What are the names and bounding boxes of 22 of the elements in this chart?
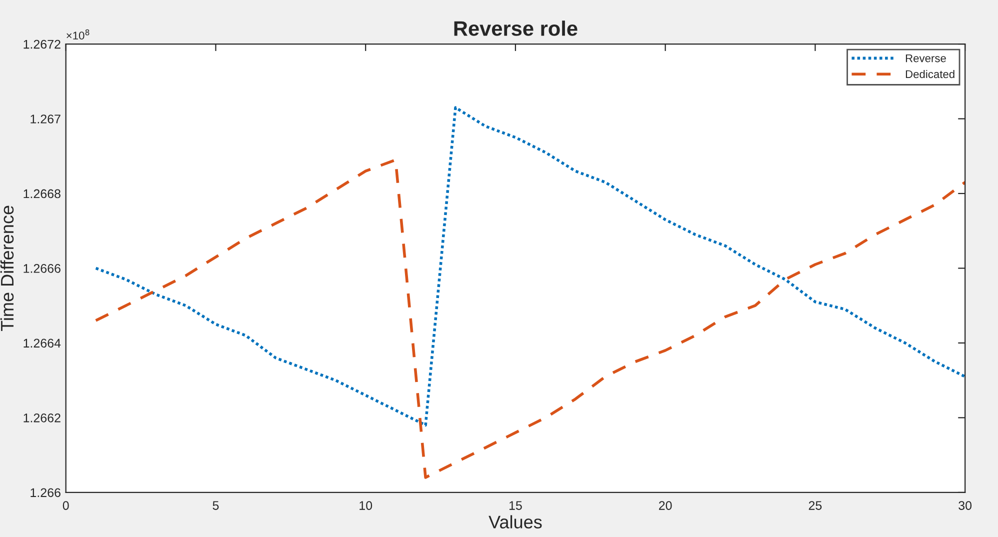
y-tick-label: 1.2664 <box>24 338 61 348</box>
x-tick-label: 10 <box>360 501 372 510</box>
y-tick-label: 1.2668 <box>24 189 60 198</box>
y-tick-label: 1.2662 <box>24 413 60 422</box>
x-tick-label: 20 <box>659 501 672 510</box>
x-tick-label: 15 <box>509 501 522 510</box>
y-tick-label: 1.267 <box>30 114 60 124</box>
y-tick-label: 1.2666 <box>24 264 60 273</box>
text: ×10$^{8}$ <box>66 29 90 40</box>
x-tick-label: 25 <box>808 501 822 510</box>
x-axis-title: Values <box>488 515 542 528</box>
legend-label: Dedicated <box>906 70 954 78</box>
line-series <box>94 158 966 479</box>
chart-title: Reverse role <box>454 20 578 36</box>
x-tick-label: 0 <box>62 501 69 510</box>
line-series <box>94 106 966 427</box>
y-axis-title: Time Difference <box>0 206 14 332</box>
y-tick-label: 1.266 <box>30 488 60 498</box>
legend-label: Reverse <box>906 54 946 62</box>
y-tick-label: 1.2672 <box>24 40 60 49</box>
x-tick-label: 5 <box>212 501 219 510</box>
x-tick-label: 30 <box>958 501 972 510</box>
